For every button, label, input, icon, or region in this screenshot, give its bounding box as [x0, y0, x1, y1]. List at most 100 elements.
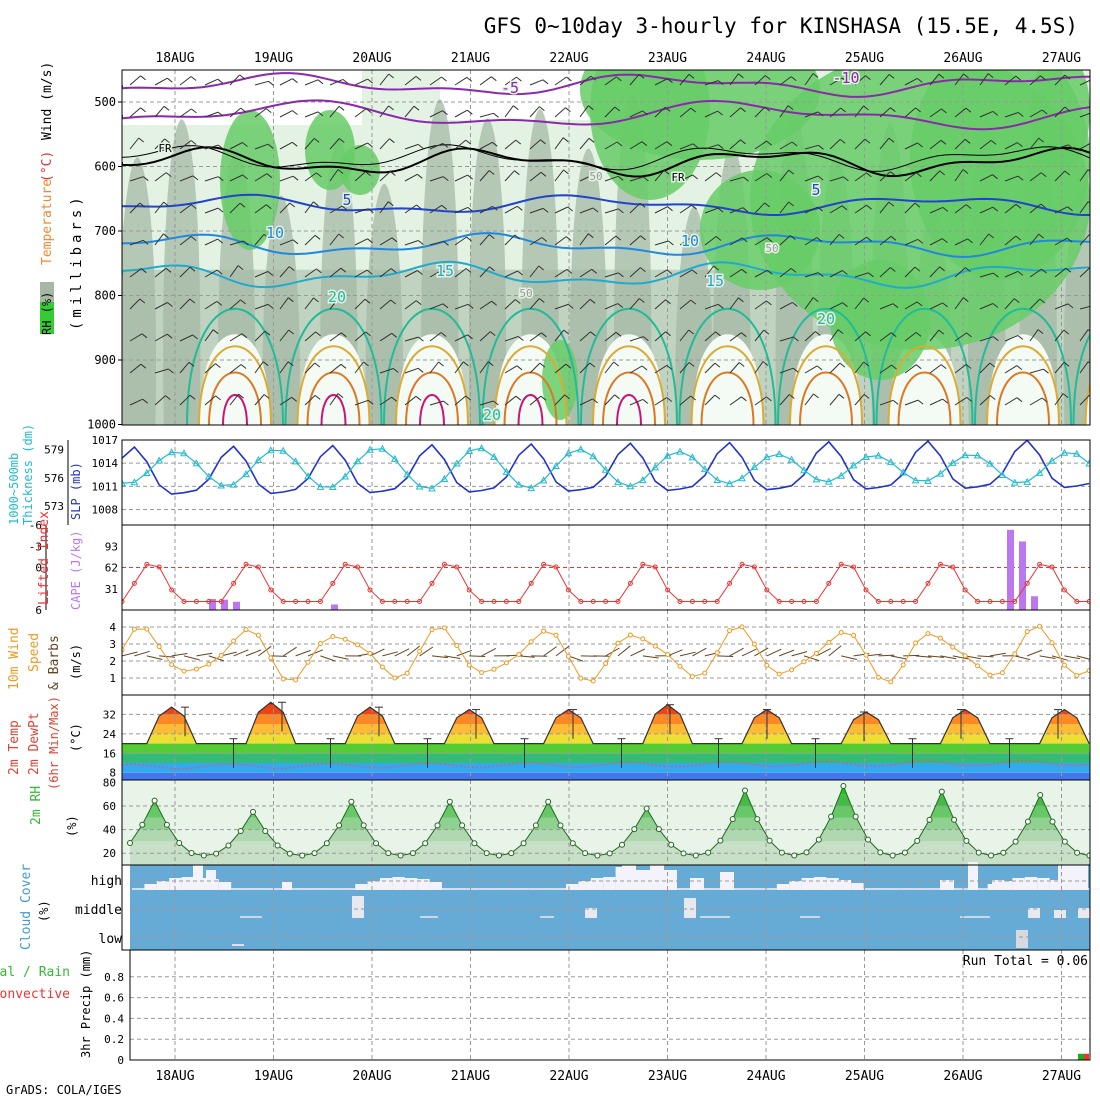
wind10-marker [1025, 630, 1029, 634]
rh-marker [927, 817, 932, 822]
wind10-marker [244, 628, 248, 632]
rh-marker [952, 817, 957, 822]
date-label-bottom: 24AUG [746, 1069, 785, 1084]
wind10-barb [172, 654, 188, 656]
cloud-high-block [584, 882, 594, 890]
rh-marker [866, 837, 871, 842]
rh-marker [423, 841, 428, 846]
slp-axis-label: SLP (mb) [69, 462, 83, 520]
contour-label: 20 [817, 310, 835, 328]
date-label-top: 26AUG [943, 51, 982, 66]
contour-label: 20 [483, 406, 501, 424]
run-total-label: Run Total = 0.06 [963, 954, 1088, 969]
wind10-marker [207, 662, 211, 666]
rh-marker [558, 823, 563, 828]
rh-marker [1087, 853, 1092, 858]
wind10-barb [196, 653, 212, 656]
wind10-barb [296, 650, 311, 656]
wind10-marker [194, 667, 198, 671]
cloud-high-block [1018, 882, 1028, 890]
wind10-marker [889, 680, 893, 684]
rh-marker [878, 850, 883, 855]
cloud-low-block [1016, 930, 1028, 948]
wind10-marker [380, 665, 384, 669]
cloud-high-gap [368, 881, 380, 890]
slp-tick-label: 1008 [92, 504, 119, 517]
cape-tick-label: 93 [105, 540, 118, 553]
wind10-marker [157, 645, 161, 649]
pressure-tick-label: 600 [94, 160, 116, 174]
wind10-barb [482, 648, 496, 656]
rh-marker [349, 799, 354, 804]
wind10-marker [1062, 663, 1066, 667]
wind10-marker [616, 641, 620, 645]
precip-axis-label-b: Convective [0, 987, 70, 1002]
rh-marker [472, 841, 477, 846]
rh-marker [361, 823, 366, 828]
cape-bar [221, 600, 228, 610]
cloud-middle-block [684, 898, 696, 918]
precip-tick-label: 0.6 [104, 992, 124, 1005]
upper-wind-barb-flag [1094, 305, 1099, 309]
date-label-bottom: 26AUG [943, 1069, 982, 1084]
wind10-marker [517, 652, 521, 656]
wind10-marker [790, 668, 794, 672]
rh-marker [533, 823, 538, 828]
rh2m-axis-label: 2m RH [29, 786, 44, 825]
cloud-high-block [830, 882, 844, 890]
wind10-marker [876, 675, 880, 679]
wind10-marker [219, 653, 223, 657]
rh-tick-label: 20 [103, 847, 116, 860]
cape-bar [209, 599, 216, 610]
rh-marker [1001, 850, 1006, 855]
temp-band [122, 744, 1090, 754]
rh-marker [509, 851, 514, 856]
wind10-barb [742, 649, 757, 656]
wind10-marker [715, 651, 719, 655]
wind-tick-label: 3 [109, 638, 116, 651]
cloud-high-gap [157, 881, 169, 890]
date-label-top: 20AUG [352, 51, 391, 66]
wind10-marker [492, 667, 496, 671]
millibars-axis-label: (millibars) [69, 193, 85, 330]
date-label-bottom: 27AUG [1042, 1069, 1081, 1084]
wind10-marker [951, 645, 955, 649]
date-label-bottom: 25AUG [845, 1069, 884, 1084]
wind10-marker [926, 632, 930, 636]
wind10-marker [318, 641, 322, 645]
rh-marker [497, 853, 502, 858]
date-label-bottom: 18AUG [155, 1069, 194, 1084]
upper-wind-barb-flag [1093, 112, 1098, 116]
thickness-axis-label-1: 1000~500mb [7, 453, 21, 525]
cloud-high-gap [566, 884, 578, 890]
wind10-marker [827, 640, 831, 644]
wind10-barb [544, 647, 557, 656]
rh-marker [964, 838, 969, 843]
rh-marker [730, 817, 735, 822]
temp-band [122, 695, 1090, 705]
date-label-top: 18AUG [155, 51, 194, 66]
temp-band [122, 773, 1090, 780]
cloud-middle-block [1054, 910, 1066, 918]
cloud-high-block [1058, 865, 1088, 890]
wind10-barb [792, 652, 807, 656]
wind10-marker [914, 641, 918, 645]
rh-marker [300, 853, 305, 858]
cloud-high-gap [405, 878, 417, 890]
cloud-level-label: high [91, 874, 122, 889]
wind10-barb [1089, 652, 1100, 656]
wind10-barb [717, 656, 733, 657]
rh-marker [177, 840, 182, 845]
cape-tick-label: 62 [105, 562, 118, 575]
contour-label: 15 [706, 272, 724, 290]
lifted-index-axis-label: Lifted Index [37, 511, 52, 605]
rh-tick-label: 80 [103, 776, 116, 789]
rh-marker [238, 829, 243, 834]
precip-tick-label: 0 [117, 1054, 124, 1067]
wind10-marker [1000, 671, 1004, 675]
wind10-marker [728, 629, 732, 633]
wind10-marker [641, 637, 645, 641]
